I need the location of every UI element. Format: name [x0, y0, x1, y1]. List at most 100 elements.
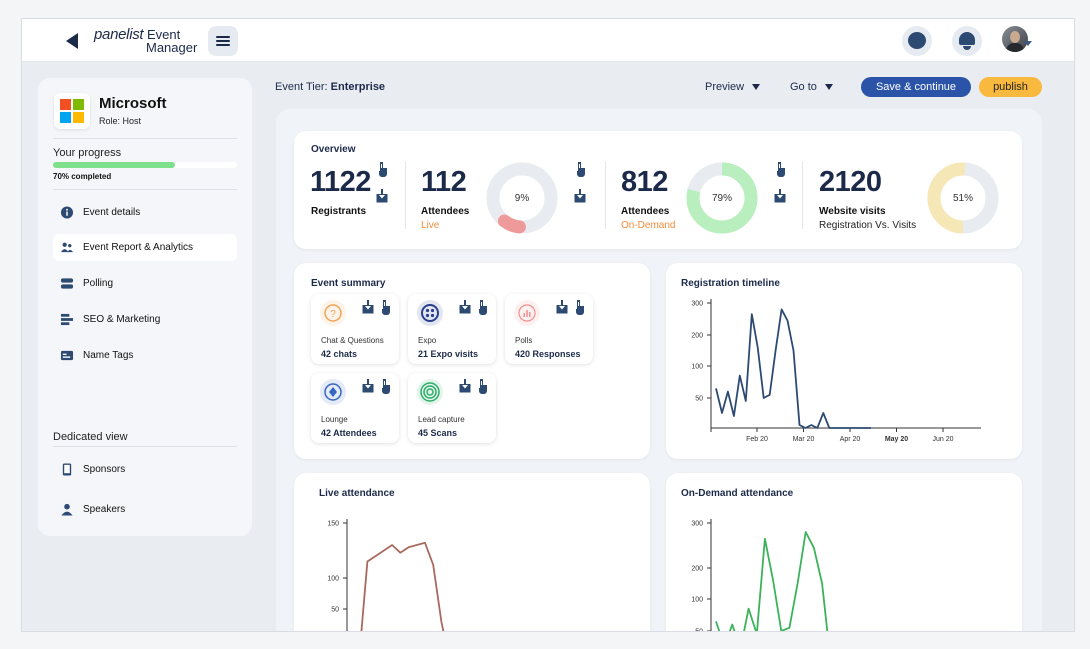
website-visits-label: Website visits: [819, 206, 886, 217]
ondemand-donut: [686, 162, 758, 234]
website-visits-value: 2120: [819, 166, 882, 198]
dedicated-view-label: Dedicated view: [53, 431, 128, 443]
download-icon[interactable]: [362, 379, 374, 393]
menu-button[interactable]: [208, 26, 238, 56]
preview-dropdown[interactable]: Preview: [705, 81, 761, 93]
overview-title: Overview: [311, 144, 356, 155]
sidebar-item-polling[interactable]: Polling: [53, 270, 237, 297]
event-tier: Event Tier: Enterprise: [275, 81, 386, 93]
summary-tile-label: Expo: [418, 336, 437, 345]
sidebar-item-label: Sponsors: [83, 464, 126, 475]
touch-icon[interactable]: [379, 299, 391, 315]
progress-text: 70% completed: [53, 172, 112, 181]
registration-x-tick-label: Mar 20: [793, 436, 815, 443]
save-continue-button[interactable]: Save & continue: [861, 77, 971, 97]
brand-name: panelist: [94, 26, 144, 43]
chat-button[interactable]: [902, 26, 932, 56]
registration-x-tick-label: Apr 20: [840, 436, 861, 443]
ondemand-y-tick-label: 300: [691, 521, 703, 528]
poll-chart-icon: [514, 300, 540, 326]
goto-dropdown[interactable]: Go to: [790, 81, 833, 93]
event-summary-card: Event summary ? Chat & Questions 42 chats E…: [294, 263, 650, 459]
back-arrow-icon[interactable]: [66, 33, 78, 49]
progress-bar: [53, 162, 237, 168]
expo-icon: [417, 300, 443, 326]
registration-x-tick-label: Feb 20: [746, 436, 768, 443]
sidebar-item-speakers[interactable]: Speakers: [53, 496, 237, 523]
download-icon[interactable]: [556, 300, 568, 314]
seo-icon: [60, 313, 74, 326]
ondemand-attendance-title: On-Demand attendance: [681, 488, 794, 499]
visits-percent: 51%: [952, 193, 973, 204]
registration-timeline-chart: 300 200 100 50 Feb 20 Mar 20 Apr 20 May 20 Jun 2…: [691, 299, 981, 443]
org-role: Role: Host: [99, 116, 142, 126]
sidebar-item-label: Name Tags: [83, 350, 134, 361]
ondemand-percent: 79%: [711, 193, 732, 204]
download-icon[interactable]: [574, 189, 586, 203]
download-icon[interactable]: [459, 300, 471, 314]
mobile-icon: [62, 463, 72, 476]
progress-fill: [53, 162, 175, 168]
summary-tile-label: Polls: [515, 336, 533, 345]
summary-tile[interactable]: Lounge 42 Attendees: [311, 373, 399, 443]
summary-tile-value: 45 Scans: [418, 428, 458, 438]
ondemand-attendees-label: Attendees: [621, 206, 670, 217]
polling-icon: [60, 278, 74, 289]
registration-timeline-title: Registration timeline: [681, 278, 780, 289]
touch-icon[interactable]: [376, 161, 388, 177]
registration-timeline-card: Registration timeline 300 200 100 50 Feb 20 M…: [666, 263, 1022, 459]
sidebar-item-name-tags[interactable]: Name Tags: [53, 342, 237, 369]
summary-tile-value: 420 Responses: [515, 349, 581, 359]
download-icon[interactable]: [774, 189, 786, 203]
live-y-tick-label: 50: [331, 607, 339, 614]
event-summary-title: Event summary: [311, 278, 386, 289]
ondemand-y-tick-label: 200: [691, 566, 703, 573]
touch-icon[interactable]: [774, 161, 786, 177]
chevron-down-icon[interactable]: [1024, 41, 1032, 46]
summary-tile[interactable]: Polls 420 Responses: [505, 294, 593, 364]
sidebar-item-label: Event Report & Analytics: [83, 242, 194, 253]
sidebar-item-label: Polling: [83, 278, 114, 289]
sidebar-item-event-details[interactable]: Event details: [53, 199, 237, 226]
live-y-tick-label: 100: [327, 576, 339, 583]
summary-tile-label: Chat & Questions: [321, 336, 384, 345]
summary-tile[interactable]: Expo 21 Expo visits: [408, 294, 496, 364]
sidebar-item-sponsors[interactable]: Sponsors: [53, 456, 237, 483]
ondemand-attendees-sub: On-Demand: [621, 220, 676, 231]
summary-tile[interactable]: ? Chat & Questions 42 chats: [311, 294, 399, 364]
live-attendance-card: Live attendance 150 100 50 25: [294, 473, 650, 631]
top-bar: panelist Event Manager: [22, 19, 1074, 62]
sidebar-item-seo-marketing[interactable]: SEO & Marketing: [53, 306, 237, 333]
download-icon[interactable]: [459, 379, 471, 393]
publish-button[interactable]: publish: [979, 77, 1042, 97]
org-name: Microsoft: [99, 95, 167, 112]
users-icon: [60, 242, 74, 253]
app-title-line2: Manager: [146, 40, 198, 55]
registration-x-tick-label: Jun 20: [932, 436, 953, 443]
sidebar-item-event-report[interactable]: Event Report & Analytics: [53, 234, 237, 261]
touch-icon[interactable]: [476, 299, 488, 315]
summary-tile[interactable]: Lead capture 45 Scans: [408, 373, 496, 443]
notifications-button[interactable]: [952, 26, 982, 56]
download-icon[interactable]: [376, 189, 388, 203]
summary-tile-label: Lead capture: [418, 415, 465, 424]
user-avatar[interactable]: [1002, 26, 1028, 52]
ondemand-y-tick-label: 100: [691, 597, 703, 604]
registration-y-tick-label: 300: [691, 301, 703, 308]
touch-icon[interactable]: [379, 378, 391, 394]
main-panel: Overview 1122 Registrants 112 Attendees …: [276, 109, 1042, 633]
chat-icon: [908, 32, 926, 49]
touch-icon[interactable]: [574, 161, 586, 177]
registrants-label: Registrants: [311, 206, 367, 217]
touch-icon[interactable]: [573, 299, 585, 315]
ondemand-attendees-value: 812: [621, 166, 668, 198]
lounge-icon: [320, 379, 346, 405]
ondemand-y-tick-label: 50: [695, 629, 703, 633]
ondemand-series-line: [715, 531, 829, 631]
microsoft-logo: [54, 93, 90, 129]
registrants-value: 1122: [310, 166, 371, 198]
live-series-line: [360, 541, 445, 631]
touch-icon[interactable]: [476, 378, 488, 394]
download-icon[interactable]: [362, 300, 374, 314]
